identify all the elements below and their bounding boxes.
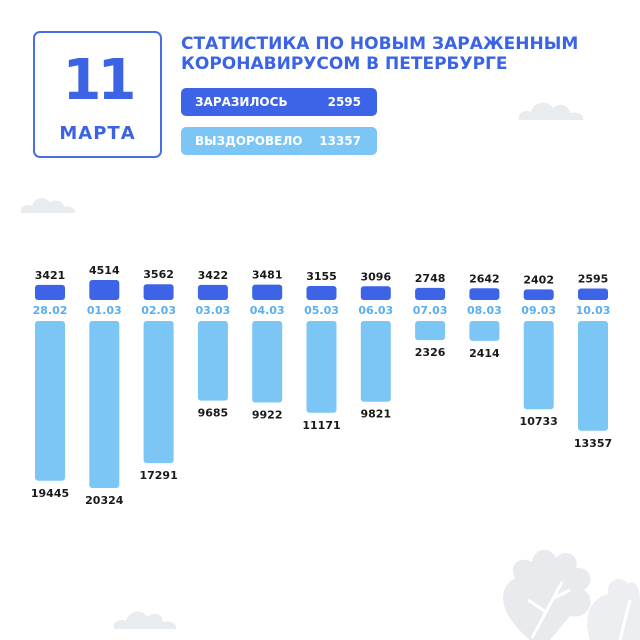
value-label-recovered: 9922	[252, 409, 283, 422]
bar-infected	[197, 284, 228, 300]
value-label-infected: 3562	[143, 268, 174, 281]
date-label: 02.03	[141, 304, 176, 317]
legend-recovered-value: 13357	[319, 134, 361, 148]
value-label-infected: 4514	[89, 264, 120, 277]
bar-infected	[143, 284, 174, 300]
bar-infected	[415, 287, 446, 300]
value-label-recovered: 19445	[31, 487, 69, 500]
value-label-infected: 2595	[578, 273, 609, 286]
cloud-icon	[113, 611, 177, 629]
bar-infected	[360, 286, 391, 300]
value-label-recovered: 13357	[574, 437, 612, 450]
cloud-icon	[518, 102, 584, 120]
value-label-recovered: 10733	[520, 415, 558, 428]
date-label: 07.03	[413, 304, 448, 317]
legend-recovered: ВЫЗДОРОВЕЛО 13357	[181, 127, 377, 155]
value-label-recovered: 20324	[85, 494, 124, 507]
bar-recovered	[197, 321, 228, 401]
bar-infected	[469, 288, 500, 300]
bar-recovered	[360, 321, 391, 402]
date-label: 01.03	[87, 304, 122, 317]
bar-recovered	[306, 321, 337, 413]
value-label-infected: 3096	[360, 270, 391, 283]
date-label: 09.03	[521, 304, 556, 317]
date-card: 11 МАРТА	[33, 31, 162, 158]
value-label-recovered: 9821	[360, 408, 391, 421]
page-title: СТАТИСТИКА ПО НОВЫМ ЗАРАЖЕННЫМ КОРОНАВИР…	[181, 34, 621, 74]
bar-recovered	[578, 321, 608, 431]
date-label: 03.03	[196, 304, 231, 317]
bar-infected	[306, 286, 337, 300]
bar-recovered	[89, 321, 120, 488]
value-label-infected: 3481	[252, 269, 283, 282]
date-label: 05.03	[304, 304, 339, 317]
bar-infected	[35, 284, 65, 300]
value-label-recovered: 17291	[139, 469, 177, 482]
value-label-recovered: 9685	[198, 407, 229, 420]
date-day: 11	[62, 48, 137, 113]
value-label-infected: 3421	[35, 269, 66, 282]
value-label-recovered: 11171	[302, 419, 340, 432]
value-label-infected: 3155	[306, 270, 337, 283]
date-label: 06.03	[358, 304, 393, 317]
legend-recovered-label: ВЫЗДОРОВЕЛО	[195, 134, 303, 148]
bar-infected	[523, 289, 554, 300]
value-label-recovered: 2414	[469, 347, 500, 360]
value-label-infected: 2402	[523, 273, 554, 286]
value-label-infected: 2642	[469, 272, 500, 285]
value-label-recovered: 2326	[415, 346, 446, 359]
bar-recovered	[469, 321, 500, 341]
bar-recovered	[252, 321, 283, 403]
title-line-2: КОРОНАВИРУСОМ В ПЕТЕРБУРГЕ	[181, 54, 508, 74]
date-label: 08.03	[467, 304, 502, 317]
leaf-icon	[503, 549, 640, 640]
bar-recovered	[143, 321, 174, 464]
bar-infected	[89, 280, 120, 300]
value-label-infected: 2748	[415, 272, 446, 285]
bar-infected	[578, 288, 608, 300]
bar-recovered	[35, 321, 65, 481]
bar-recovered	[523, 321, 554, 410]
legend-infected: ЗАРАЗИЛОСЬ 2595	[181, 88, 377, 116]
legend-infected-value: 2595	[327, 95, 361, 109]
date-label: 28.02	[33, 304, 68, 317]
title-line-1: СТАТИСТИКА ПО НОВЫМ ЗАРАЖЕННЫМ	[181, 34, 579, 54]
legend-infected-label: ЗАРАЗИЛОСЬ	[195, 95, 288, 109]
date-label: 10.03	[576, 304, 611, 317]
cloud-icon	[20, 197, 76, 213]
bar-infected	[252, 284, 283, 300]
date-label: 04.03	[250, 304, 285, 317]
value-label-infected: 3422	[198, 269, 229, 282]
bar-recovered	[415, 321, 446, 341]
date-month: МАРТА	[59, 123, 136, 144]
